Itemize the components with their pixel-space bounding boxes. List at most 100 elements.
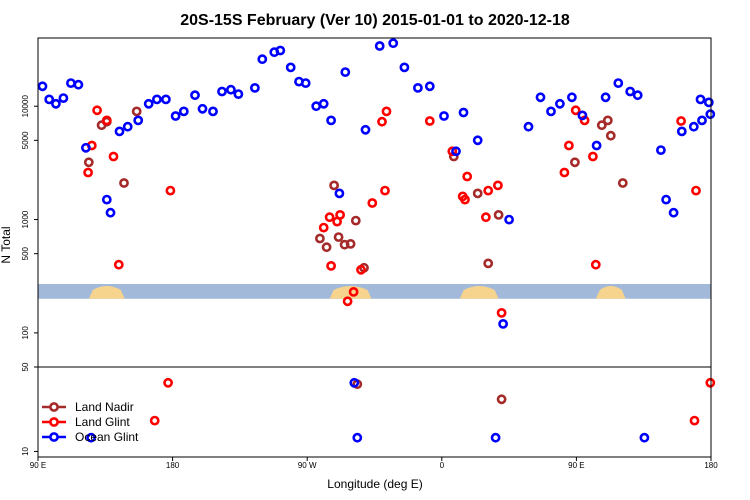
ocean-glint-point-16 (170, 111, 181, 121)
land-glint-point-16 (380, 185, 390, 196)
y-tick-label-4: 100 (21, 326, 30, 340)
x-axis-ticks: 90 E 180 90 W 0 90 E 180 (30, 457, 718, 470)
ocean-glint-point-65 (668, 207, 679, 218)
land-nadir-point-1 (83, 157, 94, 168)
ocean-glint-point-33 (326, 115, 336, 126)
legend-label-land-glint: Land Glint (75, 415, 130, 429)
x-tick-label-0: 90 E (30, 461, 46, 470)
ocean-glint-point-10 (114, 126, 125, 137)
ocean-glint-point-54 (555, 98, 565, 109)
ocean-glint-point-9 (105, 207, 116, 218)
ocean-glint-point-51 (523, 121, 534, 132)
ocean-glint-point-52 (535, 92, 546, 103)
land-nadir-point-20 (605, 130, 616, 141)
ocean-glint-point-44 (439, 111, 449, 121)
land-nadir-point-18 (493, 209, 504, 220)
land-nadir-point-3 (131, 106, 142, 117)
land-glint-point-19 (424, 116, 435, 126)
land-nadir-point-15 (617, 178, 628, 188)
ocean-glint-point-22 (225, 84, 236, 95)
y-tick-label-1: 5000 (21, 131, 30, 149)
land-data-band-2 (459, 285, 499, 299)
land-glint-point-3 (101, 115, 112, 126)
ocean-glint-point-30 (300, 78, 311, 88)
land-glint-point-4 (108, 151, 119, 162)
ocean-glint-point-37 (352, 432, 363, 443)
ocean-glint-point-59 (613, 78, 624, 88)
land-nadir-point-7 (321, 242, 332, 253)
ocean-glint-point-28 (285, 62, 296, 73)
data-points (37, 38, 716, 443)
x-tick-label-5: 180 (704, 461, 718, 470)
ocean-glint-point-1 (44, 94, 55, 105)
land-nadir-point-14 (570, 157, 580, 168)
land-glint-point-22 (460, 194, 470, 205)
land-glint-point-7 (324, 212, 335, 223)
land-glint-point-2 (92, 105, 102, 116)
land-nadir-point-21 (602, 115, 613, 126)
ocean-glint-point-3 (58, 93, 69, 103)
ocean-glint-point-18 (190, 90, 200, 101)
ocean-glint-point-55 (567, 92, 577, 103)
ocean-glint-point-8 (101, 194, 112, 205)
land-glint-point-18 (377, 116, 387, 127)
ocean-glint-point-15 (160, 94, 171, 105)
ocean-glint-point-41 (399, 62, 410, 73)
ocean-glint-point-14 (151, 94, 162, 105)
ocean-glint-point-70 (695, 94, 706, 105)
ocean-glint-point-61 (632, 90, 643, 101)
ocean-glint-point-43 (424, 81, 435, 92)
ocean-glint-point-20 (208, 106, 218, 117)
land-glint-point-24 (480, 212, 491, 223)
ocean-glint-point-40 (388, 38, 399, 49)
land-glint-point-28 (559, 167, 570, 178)
land-nadir-point-2 (119, 178, 129, 188)
land-glint-point-30 (570, 105, 581, 116)
land-nadir-point-23 (496, 394, 507, 405)
ocean-glint-point-56 (577, 110, 588, 121)
x-tick-label-1: 180 (166, 461, 180, 470)
ocean-glint-point-42 (412, 83, 423, 93)
land-glint-point-39 (705, 377, 716, 388)
land-glint-point-35 (691, 185, 701, 196)
ocean-glint-point-34 (334, 188, 345, 199)
land-glint-point-38 (689, 415, 700, 426)
ocean-glint-point-25 (257, 54, 268, 65)
ocean-glint-point-53 (546, 106, 556, 117)
x-tick-label-4: 90 E (568, 461, 584, 470)
land-glint-point-33 (590, 259, 601, 270)
ocean-glint-point-24 (249, 83, 260, 93)
ocean-glint-point-5 (73, 79, 84, 90)
ocean-glint-point-36 (349, 377, 360, 388)
y-tick-label-0: 10000 (21, 95, 30, 118)
land-nadir-point-11 (350, 215, 361, 226)
ocean-glint-point-67 (688, 121, 699, 132)
land-nadir-point-8 (333, 232, 344, 242)
land-glint-point-37 (149, 415, 160, 426)
ocean-glint-point-35 (340, 67, 351, 77)
ocean-glint-point-17 (178, 106, 189, 117)
ocean-glint-point-7 (86, 432, 96, 443)
land-nadir-point-17 (483, 258, 494, 269)
land-glint-point-10 (326, 260, 336, 271)
land-glint-point-26 (492, 180, 503, 191)
ocean-glint-point-71 (705, 109, 716, 120)
x-axis-label: Longitude (deg E) (327, 477, 422, 491)
legend-label-land-nadir: Land Nadir (75, 400, 134, 414)
legend-marker-ocean-glint (49, 432, 59, 442)
ocean-glint-point-45 (451, 146, 461, 157)
land-nadir-point-16 (472, 188, 483, 199)
ocean-glint-point-63 (656, 145, 666, 155)
y-axis-label: N Total (0, 226, 13, 263)
legend-label-ocean-glint: Ocean Glint (75, 430, 139, 444)
ocean-glint-point-50 (504, 214, 514, 225)
land-glint-point-23 (462, 171, 473, 182)
ocean-glint-point-39 (374, 41, 385, 51)
y-tick-label-5: 50 (21, 362, 30, 371)
land-glint-point-11 (332, 216, 342, 227)
ocean-data-band (38, 283, 711, 299)
ocean-glint-point-23 (233, 89, 244, 99)
ocean-glint-point-27 (275, 45, 286, 56)
